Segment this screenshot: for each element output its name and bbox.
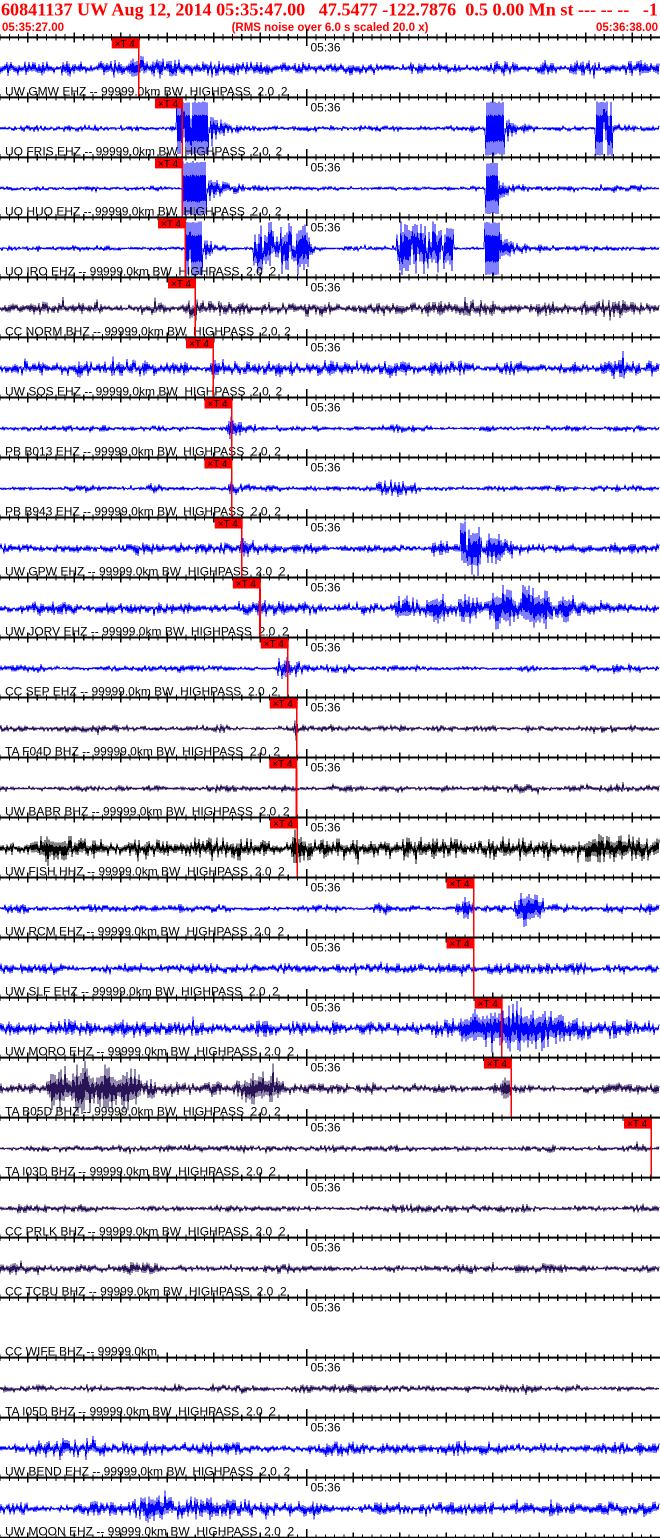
svg-text:05:36: 05:36	[311, 1421, 341, 1435]
svg-text:UW SLF EHZ -- 99999.0km BW HI: UW SLF EHZ -- 99999.0km BW HIGHPASS 2.0 …	[5, 985, 279, 999]
svg-text:CC NORM BHZ -- 99999.0km BW H: CC NORM BHZ -- 99999.0km BW HIGHPASS 2.0…	[5, 324, 291, 338]
svg-text:05:36: 05:36	[311, 40, 341, 54]
svg-text:×T 4: ×T 4	[161, 219, 182, 230]
svg-text:×T 4: ×T 4	[158, 99, 179, 110]
svg-text:CC WIFE BHZ -- 99999.0km: CC WIFE BHZ -- 99999.0km	[5, 1345, 157, 1359]
svg-text:UW MORO EHZ -- 99999.0km BW H: UW MORO EHZ -- 99999.0km BW HIGHPASS 2.0…	[5, 1045, 294, 1059]
svg-text:60841137 UW Aug 12, 2014 05:35: 60841137 UW Aug 12, 2014 05:35:47.00 47.…	[1, 0, 658, 20]
svg-text:UO FRIS EHZ -- 99999.0km BW H: UO FRIS EHZ -- 99999.0km BW HIGHPASS 2.0…	[5, 144, 283, 158]
svg-text:TA F04D BHZ -- 99999.0km BW H: TA F04D BHZ -- 99999.0km BW HIGHPASS 2.0…	[5, 745, 280, 759]
svg-text:05:36: 05:36	[311, 340, 341, 354]
svg-text:×T 4: ×T 4	[189, 339, 210, 350]
svg-text:UW GMW EHZ -- 99999.0km BW HI: UW GMW EHZ -- 99999.0km BW HIGHPASS 2.0 …	[5, 84, 288, 98]
svg-text:CC TCBU BHZ -- 99999.0km BW H: CC TCBU BHZ -- 99999.0km BW HIGHPASS 2.0…	[5, 1285, 287, 1299]
svg-text:CC PRLK BHZ -- 99999.0km BW H: CC PRLK BHZ -- 99999.0km BW HIGHPASS 2.0…	[5, 1225, 286, 1239]
svg-text:UW SQS EHZ -- 99999.0km BW HI: UW SQS EHZ -- 99999.0km BW HIGHPASS 2.0 …	[5, 384, 283, 398]
svg-text:×T 4: ×T 4	[115, 39, 136, 50]
svg-text:05:36: 05:36	[311, 1181, 341, 1195]
svg-text:PB B943 EHZ -- 99999.0km BW H: PB B943 EHZ -- 99999.0km BW HIGHPASS 2.0…	[5, 505, 281, 519]
svg-text:UW JORV EHZ -- 99999.0km BW H: UW JORV EHZ -- 99999.0km BW HIGHPASS 2.0…	[5, 625, 289, 639]
svg-text:(RMS noise over 6.0 s scaled 2: (RMS noise over 6.0 s scaled 20.0 x)	[232, 22, 429, 34]
svg-text:×T 4: ×T 4	[450, 879, 471, 890]
svg-text:UW BABR BHZ -- 99999.0km BW H: UW BABR BHZ -- 99999.0km BW HIGHPASS 2.0…	[5, 805, 290, 819]
svg-text:05:36: 05:36	[311, 1061, 341, 1075]
svg-text:05:36: 05:36	[311, 280, 341, 294]
svg-text:05:36: 05:36	[311, 1301, 341, 1315]
svg-text:05:36: 05:36	[311, 641, 341, 655]
svg-text:05:36: 05:36	[311, 941, 341, 955]
svg-text:CC SEP EHZ -- 99999.0km BW HI: CC SEP EHZ -- 99999.0km BW HIGHPASS 2.0 …	[5, 685, 278, 699]
svg-text:UW FISH HHZ -- 99999.0km BW H: UW FISH HHZ -- 99999.0km BW HIGHPASS 2.0…	[5, 865, 285, 879]
svg-text:05:36: 05:36	[311, 160, 341, 174]
svg-text:05:36: 05:36	[311, 100, 341, 114]
svg-text:×T 4: ×T 4	[171, 279, 192, 290]
svg-text:×T 4: ×T 4	[273, 819, 294, 830]
svg-text:×T 4: ×T 4	[450, 939, 471, 950]
svg-text:PB B013 EHZ -- 99999.0km BW H: PB B013 EHZ -- 99999.0km BW HIGHPASS 2.0…	[5, 445, 281, 459]
svg-text:05:36: 05:36	[311, 761, 341, 775]
svg-text:×T 4: ×T 4	[273, 699, 294, 710]
svg-text:×T 4: ×T 4	[478, 999, 499, 1010]
svg-text:05:36: 05:36	[311, 581, 341, 595]
svg-text:×T 4: ×T 4	[264, 639, 285, 650]
svg-text:05:36: 05:36	[311, 881, 341, 895]
svg-text:TA I03D BHZ -- 99999.0km BW H: TA I03D BHZ -- 99999.0km BW HIGHPASS 2.0…	[5, 1165, 276, 1179]
svg-text:05:36: 05:36	[311, 220, 341, 234]
svg-text:UW GPW EHZ -- 99999.0km BW HI: UW GPW EHZ -- 99999.0km BW HIGHPASS 2.0 …	[5, 565, 286, 579]
svg-text:05:36: 05:36	[311, 521, 341, 535]
svg-text:TA B05D BHZ -- 99999.0km BW H: TA B05D BHZ -- 99999.0km BW HIGHPASS 2.0…	[5, 1105, 281, 1119]
svg-text:UW RCM EHZ -- 99999.0km BW HI: UW RCM EHZ -- 99999.0km BW HIGHPASS 2.0 …	[5, 925, 284, 939]
svg-text:×T 4: ×T 4	[158, 159, 179, 170]
svg-text:UW BEND EHZ -- 99999.0km BW H: UW BEND EHZ -- 99999.0km BW HIGHPASS 2.0…	[5, 1465, 291, 1479]
svg-text:05:36: 05:36	[311, 1001, 341, 1015]
svg-text:×T 4: ×T 4	[272, 759, 293, 770]
svg-text:×T 4: ×T 4	[208, 399, 229, 410]
svg-text:×T 4: ×T 4	[627, 1119, 648, 1130]
svg-text:05:36: 05:36	[311, 821, 341, 835]
svg-text:UO HUQ EHZ -- 99999.0km BW HI: UO HUQ EHZ -- 99999.0km BW HIGHPASS 2.0 …	[5, 204, 282, 218]
svg-text:×T 4: ×T 4	[218, 519, 239, 530]
svg-text:TA I05D BHZ -- 99999.0km BW H: TA I05D BHZ -- 99999.0km BW HIGHPASS 2.0…	[5, 1405, 276, 1419]
svg-text:05:36: 05:36	[311, 1361, 341, 1375]
svg-text:×T 4: ×T 4	[487, 1059, 508, 1070]
svg-text:×T 4: ×T 4	[236, 579, 257, 590]
svg-text:×T 4: ×T 4	[207, 459, 228, 470]
svg-text:UW MOON EHZ -- 99999.0km BW H: UW MOON EHZ -- 99999.0km BW HIGHPASS 2.0…	[5, 1525, 294, 1538]
svg-text:05:36: 05:36	[311, 1241, 341, 1255]
svg-text:UO IRO EHZ -- 99999.0km BW HI: UO IRO EHZ -- 99999.0km BW HIGHPASS 2.0 …	[5, 264, 277, 278]
svg-text:05:36: 05:36	[311, 461, 341, 475]
svg-text:05:36: 05:36	[311, 1121, 341, 1135]
svg-text:05:36: 05:36	[311, 401, 341, 415]
svg-text:05:36: 05:36	[311, 1481, 341, 1495]
svg-text:05:35:27.00: 05:35:27.00	[2, 22, 64, 34]
svg-text:05:36: 05:36	[311, 701, 341, 715]
svg-text:05:36:38.00: 05:36:38.00	[596, 22, 658, 34]
